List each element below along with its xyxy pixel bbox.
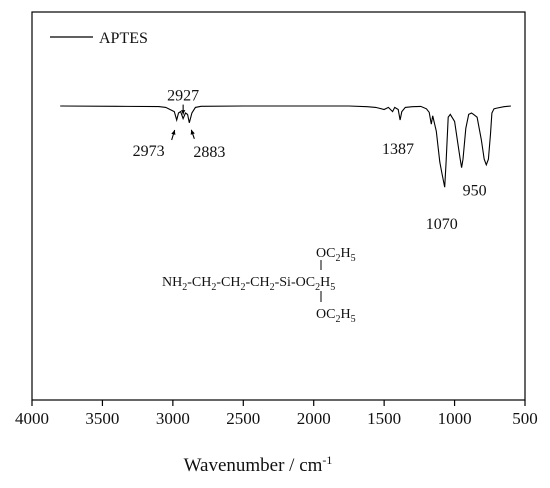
peak-label-2927: 2927	[167, 88, 199, 105]
series-layer	[60, 105, 511, 188]
x-axis-label: Wavenumber / cm-1	[184, 453, 333, 476]
plot-frame	[31, 11, 526, 401]
peak-arrowhead-2927	[181, 110, 186, 115]
legend: APTES	[50, 30, 148, 47]
x-tick-label: 500	[512, 409, 538, 428]
formula-main-chain: NH2​-CH2​-CH2​-CH2​-Si-OC2​H5​	[162, 275, 335, 293]
x-tick-label: 3500	[85, 409, 119, 428]
formula-top-ethoxy: OC2​H5​	[316, 246, 356, 264]
formula-bottom-ethoxy: OC2​H5​	[316, 307, 356, 325]
x-tick-label: 2500	[226, 409, 260, 428]
peak-label-2883: 2883	[193, 144, 225, 161]
x-axis-label-text: Wavenumber / cm	[184, 455, 323, 476]
peak-label-2973: 2973	[133, 143, 165, 160]
ticks-layer: 4000 3500 3000 2500 2000 1500 1000 500	[15, 400, 538, 428]
peak-label-1387: 1387	[382, 141, 414, 158]
series-line-apex	[60, 105, 511, 188]
peak-label-1070: 1070	[426, 216, 458, 233]
peak-label-950: 950	[463, 183, 487, 200]
x-tick-label: 1000	[438, 409, 472, 428]
x-tick-label: 4000	[15, 409, 49, 428]
annotation-layer: 2973 2927 2883 1387 1070 950	[133, 88, 487, 234]
x-tick-label: 1500	[367, 409, 401, 428]
x-tick-label: 3000	[156, 409, 190, 428]
structure-formula: NH2​-CH2​-CH2​-CH2​-Si-OC2​H5​ OC2​H5​ OC2…	[162, 246, 356, 325]
peak-arrowhead-2973	[171, 130, 176, 135]
x-axis-label-superscript: -1	[322, 453, 332, 467]
legend-label: APTES	[99, 30, 148, 47]
x-tick-label: 2000	[297, 409, 331, 428]
peak-arrowhead-2883	[190, 129, 195, 135]
